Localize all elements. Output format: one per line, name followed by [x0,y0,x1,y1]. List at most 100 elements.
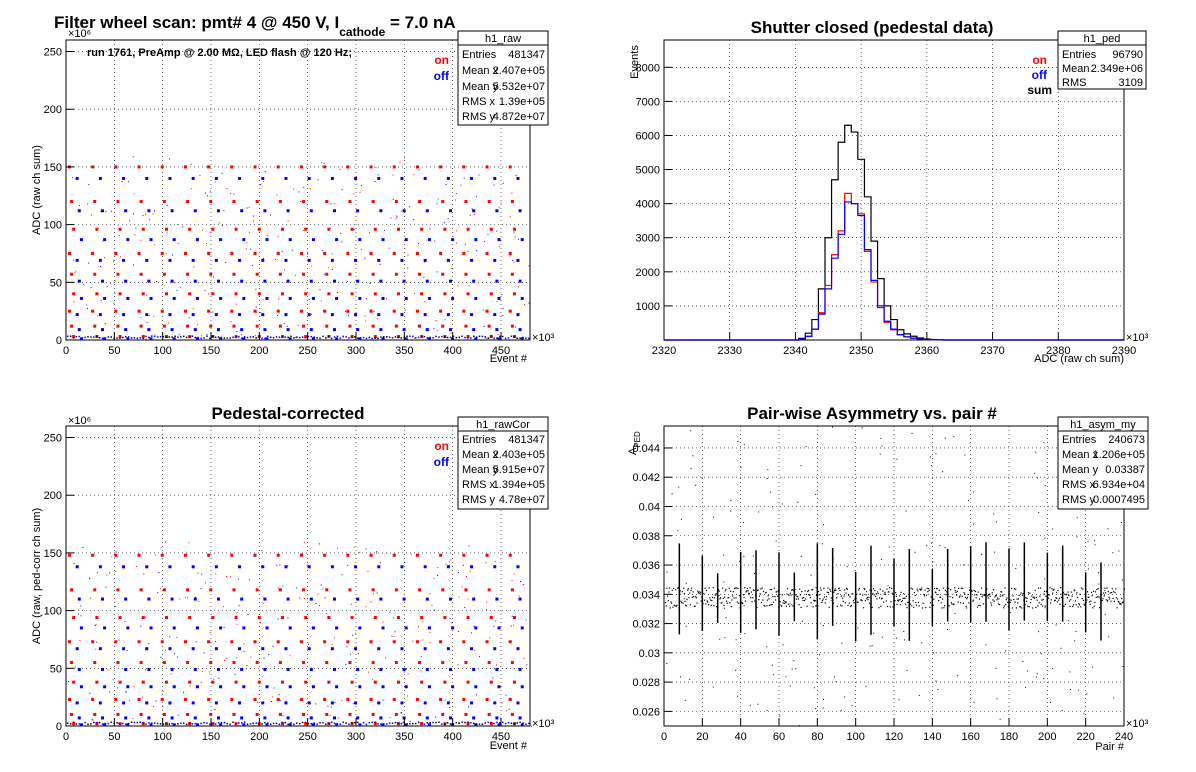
off-point [284,313,288,317]
off-point [474,296,478,300]
asym-point [837,593,839,595]
asym-outlier [1086,693,1088,695]
on-point [93,588,97,592]
scatter-point [448,561,450,563]
scatter-point [136,565,138,567]
asym-point [1076,596,1079,599]
asym-point [1037,587,1040,589]
asym-point [881,597,883,599]
asym-outlier [881,445,883,447]
asym-point [901,599,903,602]
off-point [219,685,223,689]
on-point [276,309,280,313]
asym-point [762,590,765,593]
baseline-point [252,722,255,725]
baseline-point [307,722,310,725]
statbox-ped: h1_ped Entries 96790 Mean 2.349e+06 RMS … [1057,30,1147,90]
baseline-point [206,335,208,337]
asym-point [988,593,991,595]
off-point [149,337,153,341]
svg-text:APED: APED [627,431,642,455]
off-point [284,647,288,651]
asym-point [1001,591,1003,593]
scatter-point [435,716,437,718]
asym-point [921,587,923,589]
on-point [304,616,308,620]
asym-point [809,594,811,596]
asym-outlier [1035,451,1037,453]
scatter-point [237,578,239,580]
scatter-point [254,335,256,337]
asym-point [1029,602,1032,604]
baseline-point [298,336,301,339]
scatter-point [168,322,170,324]
stat-label: Mean [1062,63,1090,75]
asym-outlier [680,518,682,520]
asym-point [804,590,806,592]
baseline-point [261,337,263,340]
baseline-point [333,336,336,338]
asym-point [866,598,868,600]
on-point [392,165,396,169]
asym-outlier [815,493,817,495]
off-point [100,328,104,332]
panel-raw-cor: Pedestal-corrected 0 50 100 150 200 250 300 350… [31,404,555,752]
asym-point [735,597,737,599]
asym-outlier [1061,709,1063,711]
on-point [485,251,489,255]
asym-outlier [798,725,800,727]
baseline-point [443,336,446,338]
asym-outlier [781,503,783,505]
asym-point [825,598,827,600]
on-point [304,227,308,231]
off-point [100,716,104,720]
on-point [278,712,282,716]
on-point [232,712,236,716]
on-point [346,251,350,255]
on-point [183,165,187,169]
ylabel-ped: Events [629,45,641,79]
baseline-point [435,721,437,724]
scatter-point [289,654,291,656]
off-point [193,667,197,671]
asym-point [761,587,763,589]
scatter-point [263,180,265,182]
baseline-point [229,337,231,339]
on-point [188,292,192,296]
scatter-point [162,705,164,707]
off-point [381,626,385,630]
on-point [70,324,74,328]
off-point [191,701,195,705]
scatter-point [276,194,278,196]
on-point [91,553,95,557]
scatter-point [238,725,240,727]
asym-point [844,602,846,604]
on-point [67,309,71,313]
baseline-point [267,335,269,338]
off-point [470,258,474,262]
on-point [415,640,419,644]
asym-outlier [782,644,784,646]
scatter-point [200,681,202,683]
asym-point [669,607,671,609]
asym-outlier [795,668,797,670]
scatter-point [324,597,326,599]
on-point [462,697,466,701]
off-point [77,667,81,671]
asym-outlier [963,564,965,566]
asym-point [859,593,861,595]
off-point [168,176,172,180]
asym-point [833,591,835,593]
on-point [443,227,447,231]
off-point [307,701,311,705]
on-point [350,680,354,684]
asym-outlier [1118,550,1120,552]
baseline-point [377,337,379,340]
on-point [278,661,282,665]
on-point [255,200,259,204]
asym-point [967,593,969,596]
on-point [278,272,282,276]
asym-point [905,595,907,597]
baseline-point [177,336,179,338]
asym-point [1115,588,1117,590]
